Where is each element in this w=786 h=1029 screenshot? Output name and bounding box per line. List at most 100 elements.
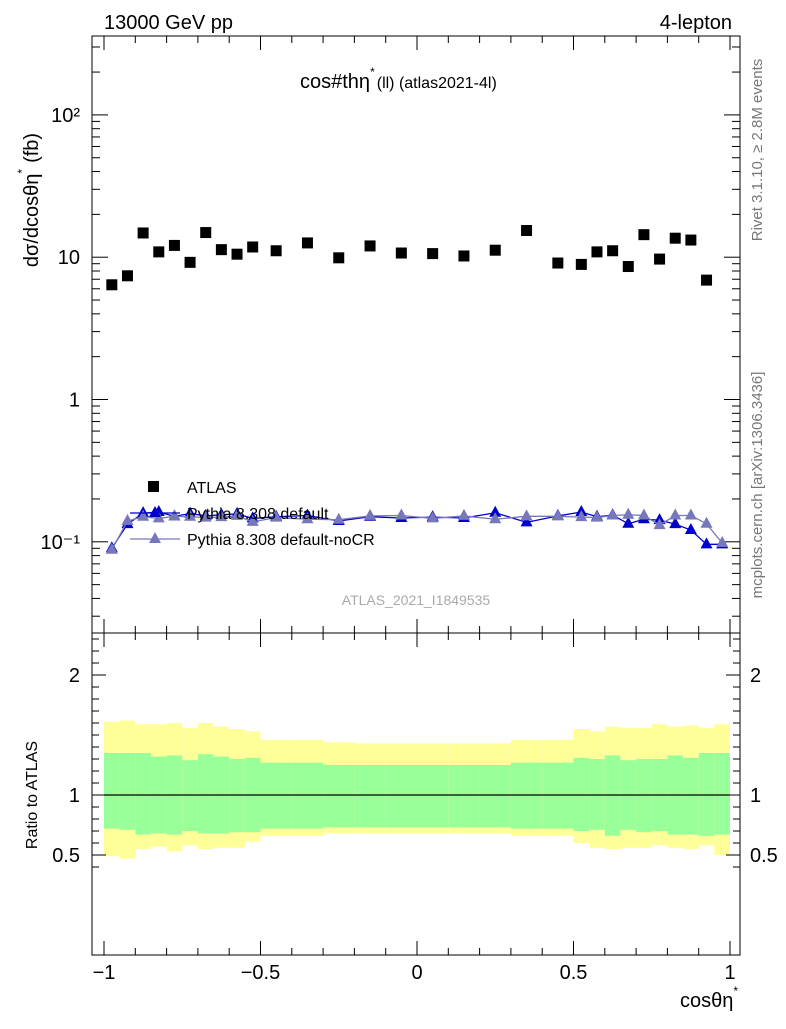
ratio-ticks: 0.5 0.5 1 1 2 2 <box>52 633 778 955</box>
main-y-tick-label: 10 <box>58 247 80 269</box>
series-point-2 <box>199 510 212 522</box>
ratio-band-inner <box>104 753 120 829</box>
ratio-band-inner <box>417 765 449 828</box>
ratio-band-inner <box>604 755 621 836</box>
watermark: ATLAS_2021_I1849535 <box>342 592 491 608</box>
legend: ATLAS Pythia 8.308 default Pythia 8.308 … <box>130 480 375 549</box>
series-point-1 <box>669 517 682 529</box>
ratio-y-tick-label-right: 1 <box>750 785 761 807</box>
x-axis-label-main: cosθη <box>680 990 733 1012</box>
data-point <box>106 279 118 291</box>
y-axis-label: dσ/dcosθη* (fb) <box>15 133 43 267</box>
data-point <box>137 227 149 239</box>
series-point-2 <box>520 509 533 521</box>
main-y-tick-label: 10⁻¹ <box>41 532 81 554</box>
data-point <box>333 252 345 264</box>
series-point-2 <box>637 508 650 520</box>
x-tick-label: 0.5 <box>560 962 588 984</box>
ratio-y-tick-label-right: 0.5 <box>750 845 778 867</box>
ratio-y-tick-label-left: 2 <box>69 665 80 687</box>
ratio-band-inner <box>683 757 699 835</box>
series-point-2 <box>622 507 635 519</box>
data-point <box>591 246 603 258</box>
series-point-2 <box>426 511 439 523</box>
data-point <box>395 247 407 259</box>
ratio-band-inner <box>119 753 136 830</box>
series-point-2 <box>575 510 588 522</box>
legend-label-atlas: ATLAS <box>187 480 237 497</box>
ratio-band-inner <box>714 753 730 835</box>
series-point-2 <box>395 508 408 520</box>
main-series <box>105 225 729 554</box>
x-tick-label: −0.5 <box>241 962 280 984</box>
ratio-band-inner <box>197 754 214 834</box>
data-point <box>638 229 650 241</box>
data-point <box>200 227 212 239</box>
data-point <box>247 241 259 253</box>
main-y-tick-label: 10² <box>51 105 80 127</box>
data-point <box>654 253 666 265</box>
data-point <box>301 237 313 249</box>
series-point-1 <box>520 515 533 527</box>
data-point <box>270 245 282 257</box>
series-point-2 <box>669 508 682 520</box>
data-point <box>184 256 196 268</box>
series-point-2 <box>457 508 470 520</box>
main-y-tick-label: 1 <box>69 390 80 412</box>
header-right: 4-lepton <box>660 12 732 34</box>
plot-title-rest: (ll) (atlas2021-4l) <box>377 75 497 92</box>
legend-label-nocr: Pythia 8.308 default-noCR <box>187 532 375 549</box>
series-point-2 <box>332 512 345 524</box>
x-tick-labels: −1 −0.5 0 0.5 1 <box>93 962 736 984</box>
ratio-y-tick-label-left: 0.5 <box>52 845 80 867</box>
y-axis-label-main: dσ/dcosθη <box>21 174 43 268</box>
plot-title-sup: * <box>370 65 375 79</box>
data-point <box>168 239 180 251</box>
series-point-1 <box>700 537 713 549</box>
series-point-2 <box>716 536 729 548</box>
ratio-y-tick-label-right: 2 <box>750 665 761 687</box>
ratio-band-inner <box>385 765 417 828</box>
rivet-label: Rivet 3.1.10, ≥ 2.8M events <box>749 59 766 242</box>
series-point-2 <box>246 514 259 526</box>
series-point-2 <box>215 510 228 522</box>
x-tick-label: 0 <box>411 962 422 984</box>
data-point <box>521 225 533 237</box>
series-point-2 <box>105 542 118 554</box>
data-point <box>364 240 376 252</box>
series-point-2 <box>364 508 377 520</box>
data-point <box>669 232 681 244</box>
legend-label-default: Pythia 8.308 default <box>187 506 329 523</box>
data-point <box>121 270 133 282</box>
plot-title-main: cos#thη <box>300 71 370 93</box>
series-point-1 <box>684 523 697 535</box>
legend-marker-default <box>149 506 161 517</box>
ratio-bands <box>104 720 730 859</box>
series-point-2 <box>606 508 619 520</box>
legend-marker-nocr <box>149 532 161 543</box>
ratio-band-inner <box>323 765 355 828</box>
series-point-2 <box>700 516 713 528</box>
series-point-2 <box>489 512 502 524</box>
series-point-2 <box>551 509 564 521</box>
ratio-band-inner <box>448 765 480 828</box>
header-left: 13000 GeV pp <box>104 12 233 34</box>
ratio-plot: 0.5 0.5 1 1 2 2 <box>52 632 778 956</box>
mcplots-label: mcplots.cern.ch [arXiv:1306.3436] <box>749 372 766 599</box>
data-point <box>685 234 697 246</box>
x-tick-label: 1 <box>724 962 735 984</box>
series-point-1 <box>489 505 502 517</box>
plot-title: cos#thη*(ll) (atlas2021-4l) <box>300 65 497 93</box>
data-point <box>607 245 619 257</box>
series-point-2 <box>184 509 197 521</box>
series-point-2 <box>231 508 244 520</box>
series-point-2 <box>590 510 603 522</box>
data-point <box>575 258 587 270</box>
y-axis-label-sup: * <box>15 169 29 174</box>
data-point <box>552 257 564 269</box>
ratio-band-inner <box>354 765 386 828</box>
ratio-band-inner <box>135 753 151 835</box>
series-point-2 <box>684 508 697 520</box>
